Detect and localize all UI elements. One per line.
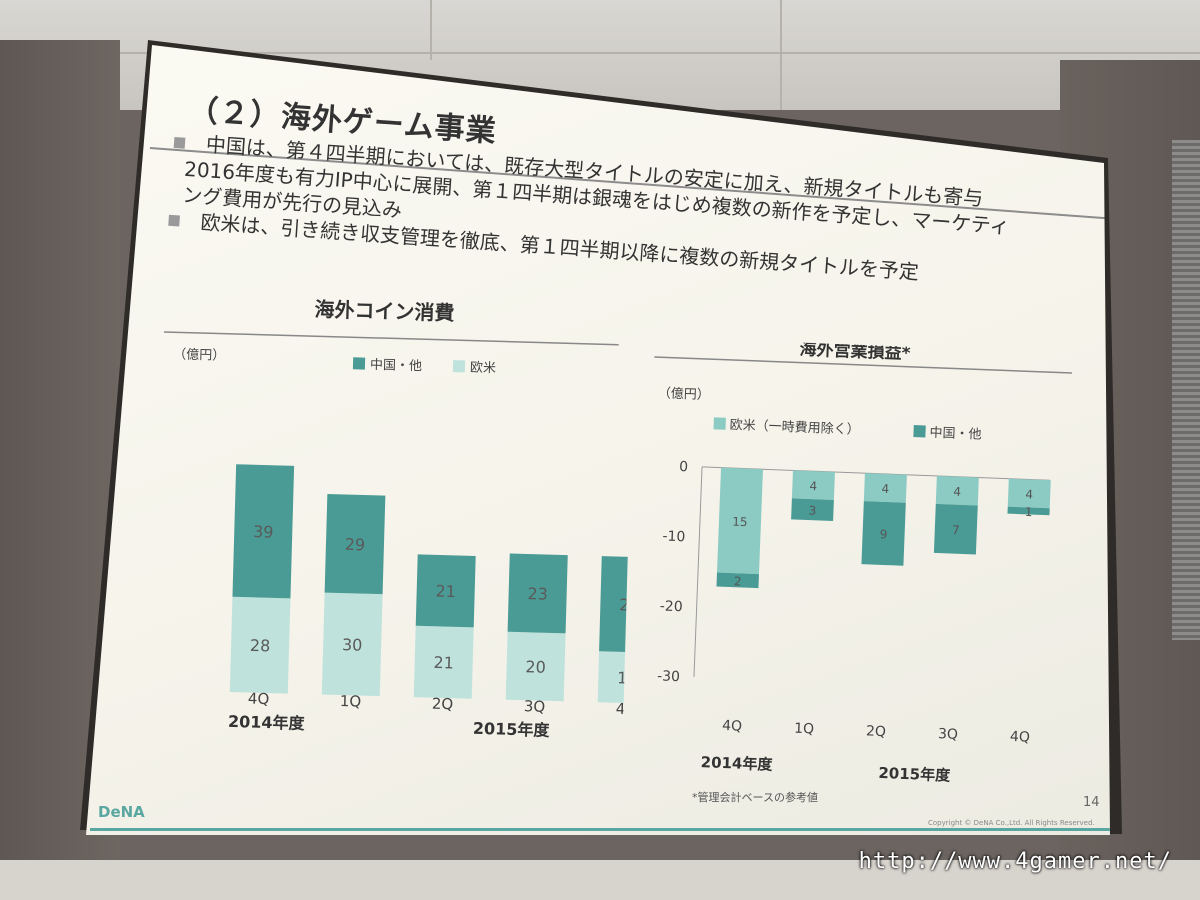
watermark-url: http://www.4gamer.net/ [858,849,1172,874]
coin-consumption-svg: 海外コイン消費 （億円） 中国・他 欧米 2839302921212023152… [163,297,660,740]
chart-title-rule [163,331,619,346]
bar-value-label: 28 [250,636,271,656]
y-tick-label: -10 [662,528,685,545]
copyright-text: Copyright © DeNA Co.,Ltd. All Rights Res… [928,819,1095,827]
presentation-slide: （２）海外ゲーム事業 中国は、第４四半期においては、既存大型タイトルの安定に加え… [86,45,1110,835]
category-label: 4Q [616,700,635,719]
bar-value-label: 4 [953,485,961,499]
bar-segment-china [415,554,476,628]
footer-bar [90,828,1110,831]
bar-segment-west [863,473,907,503]
y-tick-label: -30 [657,668,680,685]
category-label: 4Q [1010,729,1031,746]
window-blind [1172,140,1200,640]
operating-profit-chart: 海外営業損益* （億円） 欧米（一時費用除く） 中国・他 0 -10 -20 -30 … [638,337,1075,798]
legend-label-china: 中国・他 [929,426,982,443]
bar-value-label: 7 [952,523,960,537]
bar-value-label: 21 [435,582,456,602]
floor-strip [0,860,1200,900]
bar-value-label: 28 [619,595,635,615]
bars-group: 15 2 4 3 4 9 4 7 4 1 [716,467,1051,589]
legend-label-west: 欧米 [470,361,496,377]
footnote: *管理会計ベースの参考値 [692,791,818,804]
category-label: 4Q [248,689,270,708]
bar-value-label: 9 [880,527,888,541]
category-label: 1Q [340,692,362,711]
legend-label-china: 中国・他 [370,358,422,374]
category-label: 3Q [524,697,546,716]
bar-segment-west [229,596,291,694]
bar-segment-china [232,464,295,599]
chart-title: 海外営業損益* [799,339,911,364]
bar-value-label: 2 [734,574,742,588]
bar-value-label: 29 [345,535,366,555]
year-label-2014: 2014年度 [228,712,306,733]
y-tick-label: -20 [659,598,682,615]
ceiling-tile-line [0,52,1200,54]
legend-label-west: 欧米（一時費用除く） [729,418,859,438]
bar-value-label: 1 [1024,505,1032,519]
bar-segment-china [716,572,759,589]
bar-segment-china [324,494,386,595]
page-number: 14 [1083,795,1100,810]
bar-value-label: 15 [617,668,635,688]
bullet-square-icon [168,214,180,227]
y-axis: 0 -10 -20 -30 [657,459,1050,685]
legend-swatch-west [452,360,466,373]
bar-segment-china [791,498,834,521]
category-label: 3Q [938,726,959,743]
chart-title: 海外コイン消費 [314,297,455,325]
bullet-square-icon [173,136,186,149]
bar-value-label: 20 [525,657,546,677]
y-axis-line [693,466,703,677]
category-labels: 4Q 1Q 2Q 3Q 4Q [722,718,1030,746]
bar-segment-west [1007,478,1051,509]
year-label-2015: 2015年度 [878,764,951,785]
bar-segment-west [791,470,835,500]
bar-value-label: 4 [809,479,817,493]
ceiling-tile-line [780,0,782,110]
bar-value-label: 30 [342,635,363,655]
bar-segment-china [933,503,978,555]
bar-segment-west [413,625,474,699]
bar-segment-china [599,556,660,653]
bar-segment-china [1007,506,1050,516]
y-tick-label: 0 [679,459,689,475]
bar-segment-china [507,553,568,634]
unit-label: （億円） [173,346,225,363]
category-label: 1Q [794,721,815,738]
bar-value-label: 4 [1025,487,1033,501]
bar-segment-west [321,592,383,697]
year-label-2014: 2014年度 [700,753,773,774]
bar-segment-west [505,631,566,702]
bar-value-label: 23 [527,584,548,604]
bar-segment-west [935,475,979,506]
bar-segment-china [861,501,906,566]
dena-logo: DeNA [98,803,145,821]
bar-value-label: 4 [881,482,889,496]
bar-value-label: 21 [433,653,454,673]
category-label: 4Q [722,718,743,735]
legend-swatch-china [913,425,926,438]
category-label: 2Q [866,723,887,740]
operating-profit-svg: 海外営業損益* （億円） 欧米（一時費用除く） 中国・他 0-10-20-30 … [654,339,1072,785]
bar-value-label: 39 [253,522,274,542]
unit-label: （億円） [658,385,711,403]
bullet-list: 中国は、第４四半期においては、既存大型タイトルの安定に加え、新規タイトルも寄与 … [168,129,1073,296]
bar-segment-west [717,467,764,575]
year-label-2015: 2015年度 [473,719,551,740]
category-label: 2Q [432,695,454,714]
coin-consumption-chart: 海外コイン消費 （億円） 中国・他 欧米 28 39 30 29 21 21 20 23 15 2… [153,290,660,748]
bar-value-label: 15 [732,515,748,530]
chart-title-rule [654,356,1072,374]
legend-swatch-west [713,417,726,430]
bar-value-label: 3 [808,504,816,518]
legend-swatch-china [352,357,366,370]
ceiling-tile-line [430,0,432,60]
bars-group: 28 39 30 29 21 21 20 23 15 28 [229,464,660,704]
